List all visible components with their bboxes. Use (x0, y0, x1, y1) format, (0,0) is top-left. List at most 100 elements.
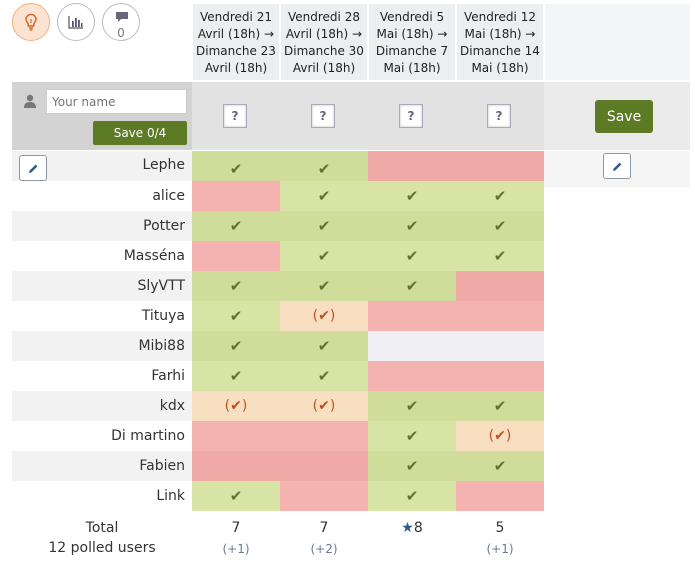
row-stripe (12, 391, 192, 421)
date-column-header: Vendredi 28 Avril (18h) → Dimanche 30 Avril… (281, 4, 367, 80)
header-spacer (545, 4, 690, 80)
participant-name: Di martino (111, 428, 185, 444)
pencil-icon (28, 164, 37, 173)
check-icon: ✔ (229, 277, 243, 295)
check-icon: ✔ (493, 397, 507, 415)
row-stripe (12, 211, 192, 241)
vote-cell-yes: ✔ (368, 271, 456, 301)
vote-cell-empty (456, 331, 544, 361)
vote-cell-yes: ✔ (368, 181, 456, 211)
choice-toggle[interactable]: ? (223, 104, 247, 128)
check-icon: ✔ (229, 487, 243, 505)
participant-name: Fabien (139, 458, 185, 474)
check-icon: ✔ (493, 247, 507, 265)
check-icon: ✔ (317, 160, 331, 178)
new-vote-choices-panel (192, 82, 544, 150)
comments-button[interactable]: 0 (102, 3, 140, 41)
save-button[interactable]: Save (595, 100, 653, 133)
vote-cell-yes: ✔ (280, 361, 368, 391)
check-icon: ✔ (317, 337, 331, 355)
check-icon: ✔ (405, 397, 419, 415)
check-icon: ✔ (317, 277, 331, 295)
check-icon: ✔ (493, 217, 507, 235)
name-input[interactable] (46, 89, 187, 114)
polled-users-label: 12 polled users (48, 540, 156, 556)
total-count: 7 (231, 520, 241, 536)
vote-cell-no (456, 481, 544, 511)
check-icon: ✔ (405, 217, 419, 235)
vote-cell-yes: ✔ (280, 271, 368, 301)
edit-vote-button[interactable] (19, 155, 47, 181)
total-label: Total (85, 520, 119, 536)
participant-name: Tituya (141, 308, 185, 324)
participant-name: Masséna (123, 248, 185, 264)
total-count: 5 (495, 520, 505, 536)
row-stripe (12, 331, 192, 361)
check-icon: ✔ (229, 337, 243, 355)
check-icon: ✔ (229, 307, 243, 325)
participant-name: Link (156, 488, 185, 504)
vote-cell-maybe: (✔) (192, 391, 280, 421)
vote-cell-no (192, 241, 280, 271)
vote-cell-yes: ✔ (368, 481, 456, 511)
vote-cell-yes: ✔ (192, 481, 280, 511)
vote-cell-maybe: (✔) (280, 301, 368, 331)
vote-cell-maybe: (✔) (280, 391, 368, 421)
vote-cell-yes: ✔ (456, 391, 544, 421)
choice-toggle[interactable]: ? (399, 104, 423, 128)
vote-cell-no (192, 421, 280, 451)
maybe-count: (+1) (486, 542, 514, 556)
vote-cell-yes: ✔ (280, 211, 368, 241)
check-icon: ✔ (493, 457, 507, 475)
check-icon: ✔ (405, 427, 419, 445)
vote-cell-yes: ✔ (280, 181, 368, 211)
check-icon: ✔ (405, 277, 419, 295)
choice-toggle[interactable]: ? (311, 104, 335, 128)
check-icon: ✔ (405, 487, 419, 505)
pencil-icon (612, 162, 621, 171)
choice-toggle[interactable]: ? (487, 104, 511, 128)
vote-cell-yes: ✔ (280, 331, 368, 361)
participant-name: alice (152, 188, 185, 204)
new-vote-name-panel: Save 0/4 (12, 82, 192, 150)
participant-name: Farhi (151, 368, 185, 384)
vote-cell-yes: ✔ (368, 241, 456, 271)
maybe-check-icon: (✔) (488, 428, 512, 444)
check-icon: ✔ (493, 187, 507, 205)
participant-name: kdx (159, 398, 185, 414)
vote-cell-yes: ✔ (368, 211, 456, 241)
vote-cell-yes: ✔ (456, 211, 544, 241)
check-icon: ✔ (317, 367, 331, 385)
vote-cell-no (280, 481, 368, 511)
vote-cell-no (456, 271, 544, 301)
row-stripe (12, 271, 192, 301)
vote-cell-yes: ✔ (192, 331, 280, 361)
chart-view-button[interactable] (57, 3, 95, 41)
bulb-view-button[interactable] (12, 3, 50, 41)
vote-cell-yes: ✔ (280, 241, 368, 271)
vote-cell-yes: ✔ (456, 241, 544, 271)
check-icon: ✔ (229, 367, 243, 385)
vote-cell-yes: ✔ (456, 181, 544, 211)
vote-cell-yes: ✔ (192, 301, 280, 331)
vote-cell-no (280, 421, 368, 451)
edit-vote-button[interactable] (603, 153, 631, 179)
check-icon: ✔ (229, 217, 243, 235)
date-column-header: Vendredi 12 Mai (18h) → Dimanche 14 Mai (18… (457, 4, 543, 80)
check-icon: ✔ (317, 217, 331, 235)
maybe-check-icon: (✔) (312, 398, 336, 414)
date-column-header: Vendredi 5 Mai (18h) → Dimanche 7 Mai (18h) (369, 4, 455, 80)
check-icon: ✔ (317, 187, 331, 205)
check-icon: ✔ (405, 187, 419, 205)
save-partial-button[interactable]: Save 0/4 (93, 121, 187, 145)
total-count: 7 (319, 520, 329, 536)
vote-cell-yes: ✔ (192, 271, 280, 301)
check-icon: ✔ (317, 247, 331, 265)
check-icon: ✔ (405, 457, 419, 475)
user-icon (24, 94, 36, 108)
date-column-header: Vendredi 21 Avril (18h) → Dimanche 23 Avril… (193, 4, 279, 80)
vote-cell-yes: ✔ (368, 421, 456, 451)
participant-name: Lephe (142, 157, 185, 173)
row-stripe (12, 451, 192, 481)
maybe-check-icon: (✔) (312, 308, 336, 324)
